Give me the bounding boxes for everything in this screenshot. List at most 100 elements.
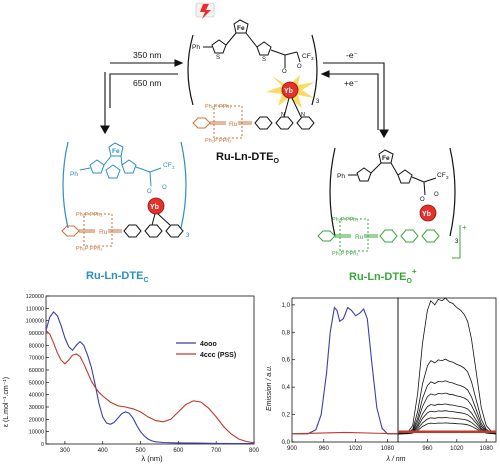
svg-text:3: 3 (455, 239, 459, 245)
svg-text:3: 3 (446, 175, 449, 180)
svg-text:CF: CF (437, 172, 446, 179)
em-xlabel: λ / nm (385, 456, 405, 463)
svg-text:3: 3 (311, 56, 314, 61)
abs-legend-4ooo: 4ooo (200, 341, 217, 348)
svg-text:Ru: Ru (229, 121, 238, 128)
svg-text:Ph: Ph (337, 173, 345, 180)
svg-text:Ru: Ru (99, 229, 108, 236)
em-ytick-label: 0,6 (282, 358, 291, 364)
lightning-icon (195, 2, 215, 19)
em-series-line-0-0 (292, 306, 398, 435)
abs-ytick-label: 120000 (26, 294, 44, 300)
em-series-line-1-7 (397, 422, 497, 435)
svg-text:O: O (434, 192, 439, 198)
em-xtick-label: 1080 (381, 446, 395, 452)
svg-text:O: O (162, 185, 167, 191)
abs-ytick-label: 110000 (26, 306, 44, 312)
reaction-scheme: 350 nm 650 nm -e⁻ +e⁻ Fe Ph S S CF 3 O (61, 2, 467, 285)
svg-text:3: 3 (172, 165, 175, 170)
yb-atom (281, 81, 299, 99)
abs-ytick-label: 10000 (29, 430, 44, 436)
svg-text:Yb: Yb (284, 88, 293, 95)
em-ylabel: Emission / a.u. (266, 365, 273, 411)
svg-text:S: S (262, 57, 266, 63)
absorption-chart: ε (L.mol⁻¹.cm⁻¹) λ (nm) 4ooo 4ccc (PSS) … (3, 294, 260, 463)
svg-text:Ph₂P PPh₂: Ph₂P PPh₂ (205, 138, 232, 144)
abs-xtick-label: 800 (249, 448, 260, 454)
em-series-line-1-1 (397, 358, 497, 435)
em-series-line-1-6 (397, 417, 497, 435)
abs-series-line-0 (45, 311, 255, 445)
em-series-line-1-4 (397, 403, 497, 435)
svg-text:Ph₂P PPh₂: Ph₂P PPh₂ (76, 246, 103, 252)
em-xtick-label: 960 (319, 446, 330, 452)
abs-ytick-label: 40000 (29, 393, 44, 399)
svg-text:Ph₂P PPh₂: Ph₂P PPh₂ (205, 104, 232, 110)
abs-xtick-label: 700 (211, 448, 222, 454)
molecule-center: Fe Ph S S CF 3 O O Yb 3 Ph₂P PPh₂ Ru Ph₂… (187, 19, 320, 144)
redox-arrows (320, 62, 389, 139)
molecule-left: Fe Ph CF 3 O O Yb 3 Ph₂P PPh₂ Ru Ph₂P PP… (61, 141, 190, 252)
svg-text:O: O (282, 69, 287, 75)
svg-text:Ru: Ru (355, 234, 364, 241)
svg-text:3: 3 (316, 99, 320, 105)
abs-ytick-label: 100000 (26, 319, 44, 325)
abs-xtick-label: 500 (136, 448, 147, 454)
em-xtick-label: 1080 (480, 446, 494, 452)
svg-text:O: O (147, 189, 152, 195)
em-ytick-label: 1,0 (282, 303, 291, 309)
abs-ytick-label: 0 (41, 442, 44, 448)
em-series-line-0-1 (291, 431, 399, 435)
arrow-650nm-label: 650 nm (133, 78, 161, 88)
abs-legend-4ccc: 4ccc (PSS) (200, 352, 236, 359)
molecule-right: Fe Ph CF 3 O O Yb 3 + Ph₂P PPh₂ Ru Ph₂P … (317, 147, 467, 259)
abs-ytick-label: 90000 (29, 331, 44, 337)
em-xtick-label: 900 (287, 446, 298, 452)
svg-text:+: + (462, 223, 467, 232)
svg-text:O: O (297, 64, 302, 70)
label-left: Ru-Ln-DTEC (86, 270, 149, 284)
em-panel-frame-0 (291, 297, 399, 443)
em-series-line-1-2 (397, 380, 497, 435)
em-xtick-label: 1020 (450, 446, 464, 452)
photochemical-arrows (100, 59, 184, 135)
arrow-reduction-label: +e⁻ (344, 78, 359, 88)
svg-text:Fe: Fe (382, 155, 390, 162)
svg-text:Ph₂P PPh₂: Ph₂P PPh₂ (76, 212, 103, 218)
svg-text:Ph: Ph (70, 171, 78, 178)
abs-ytick-label: 30000 (29, 405, 44, 411)
em-series-line-1-5 (397, 410, 497, 435)
abs-ytick-label: 50000 (29, 380, 44, 386)
svg-text:N: N (301, 112, 305, 118)
em-xtick-label: 960 (422, 446, 433, 452)
label-right: Ru-Ln-DTEO+ (349, 267, 417, 285)
em-ytick-label: 0,8 (282, 330, 291, 336)
em-series-line-1-3 (397, 392, 497, 435)
svg-text:Ph: Ph (192, 44, 200, 51)
svg-text:CF: CF (302, 53, 311, 60)
svg-text:Yb: Yb (150, 204, 159, 211)
em-ytick-label: 0,0 (282, 440, 291, 446)
svg-text:Yb: Yb (422, 211, 431, 218)
em-ytick-label: 0,4 (282, 385, 291, 391)
em-ytick-label: 0,2 (282, 413, 291, 419)
em-panel-frame-1 (397, 297, 497, 443)
svg-text:S: S (216, 55, 220, 61)
arrow-oxidation-label: -e⁻ (346, 50, 359, 60)
svg-text:Ph₂P PPh₂: Ph₂P PPh₂ (332, 217, 359, 223)
svg-text:O: O (420, 197, 425, 203)
abs-ytick-label: 20000 (29, 417, 44, 423)
abs-plot-frame (45, 295, 255, 445)
abs-legend: 4ooo 4ccc (PSS) (176, 341, 236, 359)
svg-text:3: 3 (186, 233, 190, 239)
svg-text:Fe: Fe (112, 148, 120, 155)
arrow-350nm-label: 350 nm (133, 50, 161, 60)
abs-xtick-label: 600 (173, 448, 184, 454)
abs-xtick-label: 400 (98, 448, 109, 454)
abs-xlabel: λ (nm) (141, 454, 163, 463)
abs-series-line-1 (45, 330, 255, 444)
abs-ytick-label: 70000 (29, 356, 44, 362)
em-xtick-label: 1020 (349, 446, 363, 452)
svg-text:Fe: Fe (237, 25, 245, 32)
abs-xtick-label: 300 (60, 448, 71, 454)
